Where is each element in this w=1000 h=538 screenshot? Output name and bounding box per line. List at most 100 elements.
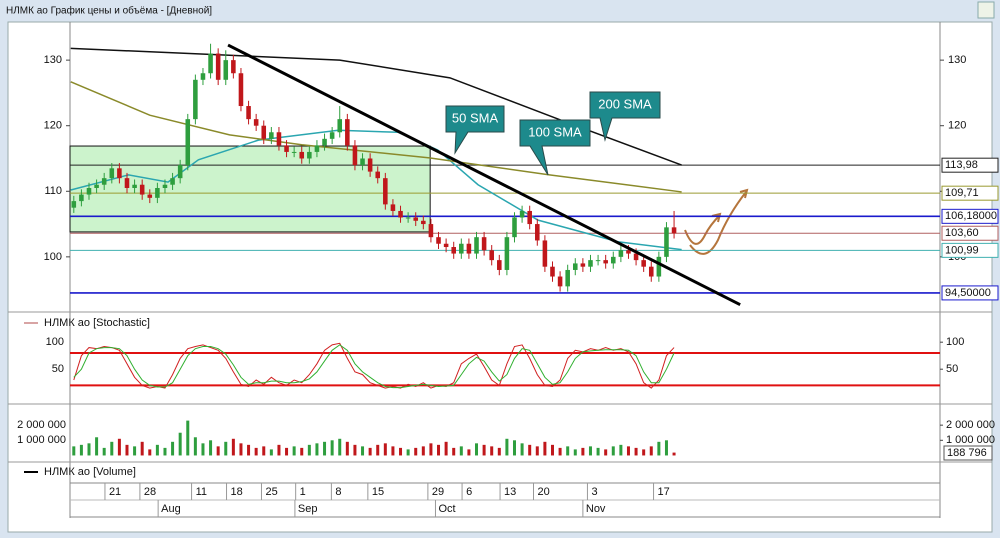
callout xyxy=(589,91,661,142)
y-tick-label: 1 000 000 xyxy=(17,434,66,446)
date-label: 25 xyxy=(265,486,277,498)
candle-body xyxy=(664,227,669,257)
candle-body xyxy=(459,243,464,254)
forecast-arrows xyxy=(684,188,749,255)
volume-bar xyxy=(550,444,554,456)
level-label-box xyxy=(941,157,999,173)
candle-body xyxy=(139,184,145,195)
candle-body xyxy=(147,194,153,198)
volume-bar xyxy=(520,443,524,456)
volume-bar xyxy=(421,446,425,456)
candle-body xyxy=(231,60,236,74)
date-label: 29 xyxy=(432,486,444,498)
stochastic-line xyxy=(73,342,675,389)
volume-bar xyxy=(361,446,365,456)
y-tick-label: 120 xyxy=(948,120,966,132)
y-tick-label: 50 xyxy=(52,363,64,375)
candle-body xyxy=(588,260,593,267)
chart-area xyxy=(7,21,993,533)
candle-body xyxy=(580,263,586,267)
candle-body xyxy=(535,224,540,241)
candle-body xyxy=(405,217,411,219)
level-label: 113,98 xyxy=(945,159,978,171)
level-label-box xyxy=(941,208,999,224)
candle-body xyxy=(101,178,107,185)
volume-bar xyxy=(642,449,646,456)
window-button[interactable] xyxy=(977,1,995,19)
candle-body xyxy=(557,276,563,287)
level-label: 103,60 xyxy=(945,227,979,239)
candle-body xyxy=(641,260,646,267)
candle-body xyxy=(71,201,77,208)
candle-body xyxy=(390,204,396,211)
month-label: Oct xyxy=(438,503,455,515)
volume-bar xyxy=(269,449,273,456)
volume-bar xyxy=(649,446,653,456)
volume-bar xyxy=(459,446,463,456)
candle-body xyxy=(610,256,616,264)
y-tick-label: 100 xyxy=(946,336,964,348)
candle-body xyxy=(284,145,289,152)
level-label: 106,18000 xyxy=(945,210,997,222)
date-label: 18 xyxy=(231,486,243,498)
volume-bar xyxy=(383,443,387,456)
volume-bar xyxy=(193,437,197,456)
candle-body xyxy=(246,106,251,120)
volume-bar xyxy=(102,447,106,456)
candle-body xyxy=(595,260,601,262)
y-tick-label: 130 xyxy=(44,54,62,66)
candle-body xyxy=(215,53,221,80)
volume-bar xyxy=(399,447,403,456)
level-label: 100,99 xyxy=(945,244,979,256)
volume-bar xyxy=(224,441,228,456)
candle-body xyxy=(261,125,267,139)
y-tick-label: 100 xyxy=(44,251,62,263)
candle-body xyxy=(276,132,282,146)
candle-body xyxy=(307,151,312,159)
volume-bar xyxy=(72,446,76,456)
volume-bar xyxy=(140,441,144,456)
candle-body xyxy=(117,168,122,179)
date-label: 20 xyxy=(537,486,549,498)
candle-body xyxy=(223,60,229,80)
candle-body xyxy=(527,210,532,225)
candle-body xyxy=(132,184,137,188)
candle-body xyxy=(512,217,517,238)
volume-bar xyxy=(535,446,539,456)
candle-body xyxy=(155,188,160,198)
candle-body xyxy=(474,237,479,254)
candle-body xyxy=(170,178,175,185)
level-label: 94,50000 xyxy=(945,287,991,299)
candle-body xyxy=(109,168,115,179)
volume-bar xyxy=(171,441,175,456)
volume-bar xyxy=(262,446,266,456)
volume-bar xyxy=(186,420,190,456)
volume-bar xyxy=(657,441,661,456)
candle-body xyxy=(94,184,99,188)
candle-body xyxy=(648,266,654,277)
candle-body xyxy=(269,132,274,139)
candle-body xyxy=(200,73,206,80)
y-tick-label: 2 000 000 xyxy=(946,419,995,431)
volume-bar xyxy=(664,440,668,456)
candle-body xyxy=(322,138,327,146)
volume-bar xyxy=(376,444,380,456)
volume-bar xyxy=(611,446,615,456)
volume-bar xyxy=(581,447,585,456)
candle-body xyxy=(299,151,305,159)
volume-bar xyxy=(475,443,479,456)
callout-label: 200 SMA xyxy=(598,96,652,111)
volume-bar xyxy=(155,444,159,456)
volume-bar xyxy=(277,444,281,456)
candle-body xyxy=(253,119,259,126)
volume-bar xyxy=(543,441,547,456)
candle-body xyxy=(656,256,662,277)
volume-bar xyxy=(125,444,129,456)
volume-bar xyxy=(323,441,327,456)
candle-body xyxy=(421,220,426,225)
candle-body xyxy=(238,73,244,107)
candle-body xyxy=(542,240,548,267)
volume-bar xyxy=(345,441,349,456)
volume-bar xyxy=(505,438,509,456)
candle-body xyxy=(504,237,510,270)
